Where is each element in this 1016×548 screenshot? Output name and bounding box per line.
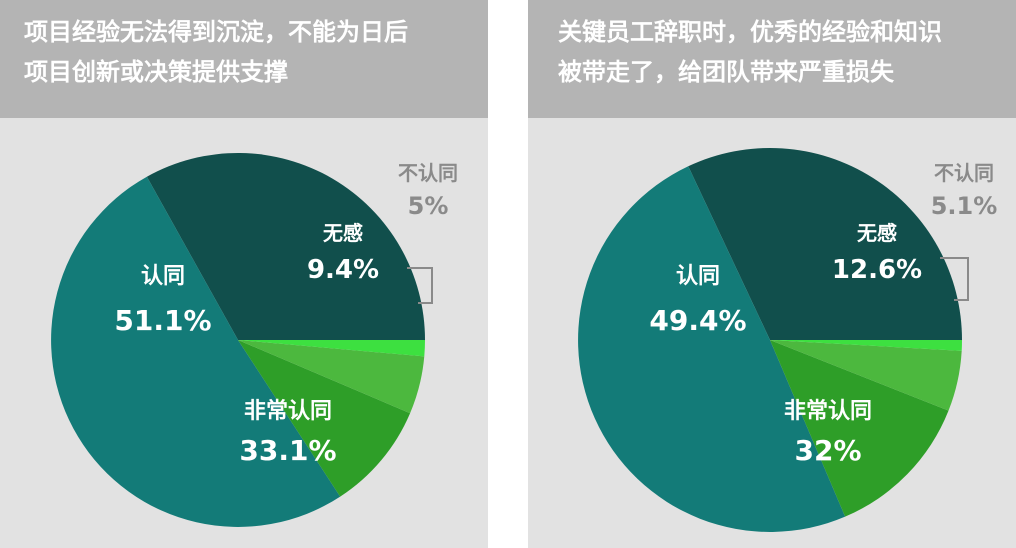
pie-slice-认同 (578, 166, 846, 532)
slice-label-outside: 不认同 (398, 161, 458, 185)
chart-panel-right: 关键员工辞职时，优秀的经验和知识 被带走了，给团队带来严重损失 非常认同 32% 认… (528, 0, 1016, 548)
slice-label: 认同 (676, 264, 720, 289)
pie-slice-不认同 (770, 340, 962, 411)
slice-label: 非常认同 (784, 398, 872, 424)
slice-value-label-outside: 5% (408, 192, 449, 220)
slice-value-label: 12.6% (832, 255, 922, 285)
slice-value-label: 33.1% (239, 434, 336, 467)
pie-slice-minor (770, 340, 962, 351)
pie-slice-不认同 (238, 340, 425, 414)
slice-value-label-outside: 5.1% (931, 192, 998, 220)
chart-panel-left: 项目经验无法得到沉淀，不能为日后 项目创新或决策提供支撑 非常认同 33.1% 认同… (0, 0, 488, 548)
chart-header-left: 项目经验无法得到沉淀，不能为日后 项目创新或决策提供支撑 (0, 0, 488, 118)
leader-line (407, 267, 433, 304)
slice-value-label: 51.1% (114, 304, 211, 337)
chart-header-right: 关键员工辞职时，优秀的经验和知识 被带走了，给团队带来严重损失 (528, 0, 1016, 118)
slice-value-label: 32% (794, 434, 861, 467)
pie-slice-非常认同 (146, 152, 426, 340)
chart-title-right: 关键员工辞职时，优秀的经验和知识 被带走了，给团队带来严重损失 (558, 18, 942, 86)
slice-value-label: 49.4% (649, 304, 746, 337)
pie-slice-无感 (770, 340, 949, 517)
slice-label: 非常认同 (244, 398, 332, 424)
pie-slice-非常认同 (688, 147, 962, 340)
pie-slice-minor (238, 340, 425, 357)
slice-label-outside: 不认同 (934, 161, 994, 185)
pie-slice-认同 (51, 176, 341, 527)
chart-title-left: 项目经验无法得到沉淀，不能为日后 项目创新或决策提供支撑 (24, 18, 408, 86)
slice-label: 认同 (141, 264, 185, 289)
pie-chart-right: 非常认同 32% 认同 49.4% 无感 12.6% 不认同 5.1% (578, 147, 998, 532)
slice-value-label: 9.4% (307, 255, 379, 285)
slice-label: 无感 (323, 221, 363, 245)
leader-line (940, 257, 969, 301)
pie-chart-left: 非常认同 33.1% 认同 51.1% 无感 9.4% 不认同 5% (51, 152, 458, 527)
slice-label: 无感 (857, 221, 897, 245)
pie-slice-无感 (238, 340, 411, 497)
